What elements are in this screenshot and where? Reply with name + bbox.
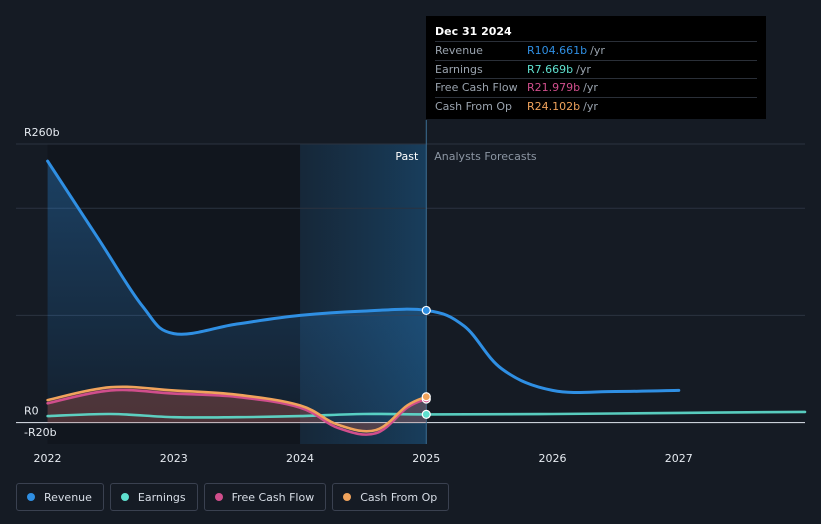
tooltip-label: Revenue bbox=[435, 44, 483, 58]
tooltip-label: Free Cash Flow bbox=[435, 81, 518, 95]
x-tick-label: 2024 bbox=[286, 452, 314, 465]
marker-revenue bbox=[421, 305, 431, 316]
tooltip: Dec 31 2024 Revenue R104.661b /yr Earnin… bbox=[426, 16, 766, 119]
legend-dot-icon bbox=[214, 493, 223, 501]
legend-label: Cash From Op bbox=[360, 490, 438, 504]
cash-from-op-line bbox=[46, 385, 428, 433]
tooltip-unit: /yr bbox=[590, 44, 605, 58]
y-label-zero: R0 bbox=[24, 405, 39, 418]
tooltip-value: R21.979b bbox=[527, 81, 581, 95]
marker-cash-from-op bbox=[421, 392, 431, 402]
legend-dot-icon bbox=[27, 493, 35, 501]
tooltip-row-revenue: Revenue R104.661b /yr bbox=[435, 41, 757, 60]
free-cash-flow-line bbox=[46, 388, 428, 436]
legend-item-earnings[interactable]: Earnings bbox=[109, 483, 198, 511]
marker-earnings bbox=[421, 409, 431, 419]
legend-dot-icon bbox=[343, 493, 352, 501]
tooltip-unit: /yr bbox=[583, 99, 598, 113]
tooltip-value: R24.102b bbox=[527, 99, 581, 113]
y-label-bottom: -R20b bbox=[24, 426, 57, 439]
tooltip-label: Cash From Op bbox=[435, 99, 513, 113]
revenue-line bbox=[46, 159, 681, 395]
legend-label: Free Cash Flow bbox=[231, 490, 315, 504]
forecast-label: Analysts Forecasts bbox=[434, 150, 537, 163]
tooltip-unit: /yr bbox=[576, 62, 591, 76]
legend-item-revenue[interactable]: Revenue bbox=[16, 483, 104, 511]
x-tick-label: 2025 bbox=[412, 452, 440, 465]
tooltip-value: R104.661b bbox=[527, 44, 588, 58]
legend-label: Revenue bbox=[44, 490, 92, 504]
tooltip-row-free-cash-flow: Free Cash Flow R21.979b /yr bbox=[435, 78, 757, 97]
x-tick-label: 2023 bbox=[160, 452, 188, 465]
revenue-area bbox=[47, 161, 427, 423]
cash-from-op-area bbox=[47, 386, 427, 432]
legend-item-cash-from-op[interactable]: Cash From Op bbox=[332, 483, 450, 511]
legend-label: Earnings bbox=[137, 490, 186, 504]
legend: Revenue Earnings Free Cash Flow Cash Fro… bbox=[16, 483, 450, 511]
x-tick-label: 2026 bbox=[539, 452, 567, 465]
tooltip-row-cash-from-op: Cash From Op R24.102b /yr bbox=[435, 96, 757, 116]
tooltip-row-earnings: Earnings R7.669b /yr bbox=[435, 59, 757, 79]
x-tick-label: 2022 bbox=[34, 452, 62, 465]
tooltip-unit: /yr bbox=[583, 81, 598, 95]
earnings-line bbox=[46, 410, 807, 419]
tooltip-label: Earnings bbox=[435, 62, 483, 76]
tooltip-value: R7.669b bbox=[527, 62, 574, 76]
past-label: Past bbox=[395, 150, 419, 163]
legend-dot-icon bbox=[120, 493, 129, 501]
y-label-top: R260b bbox=[24, 126, 60, 139]
tooltip-date: Dec 31 2024 bbox=[435, 25, 512, 38]
legend-item-free-cash-flow[interactable]: Free Cash Flow bbox=[203, 483, 327, 511]
x-tick-label: 2027 bbox=[665, 452, 693, 465]
